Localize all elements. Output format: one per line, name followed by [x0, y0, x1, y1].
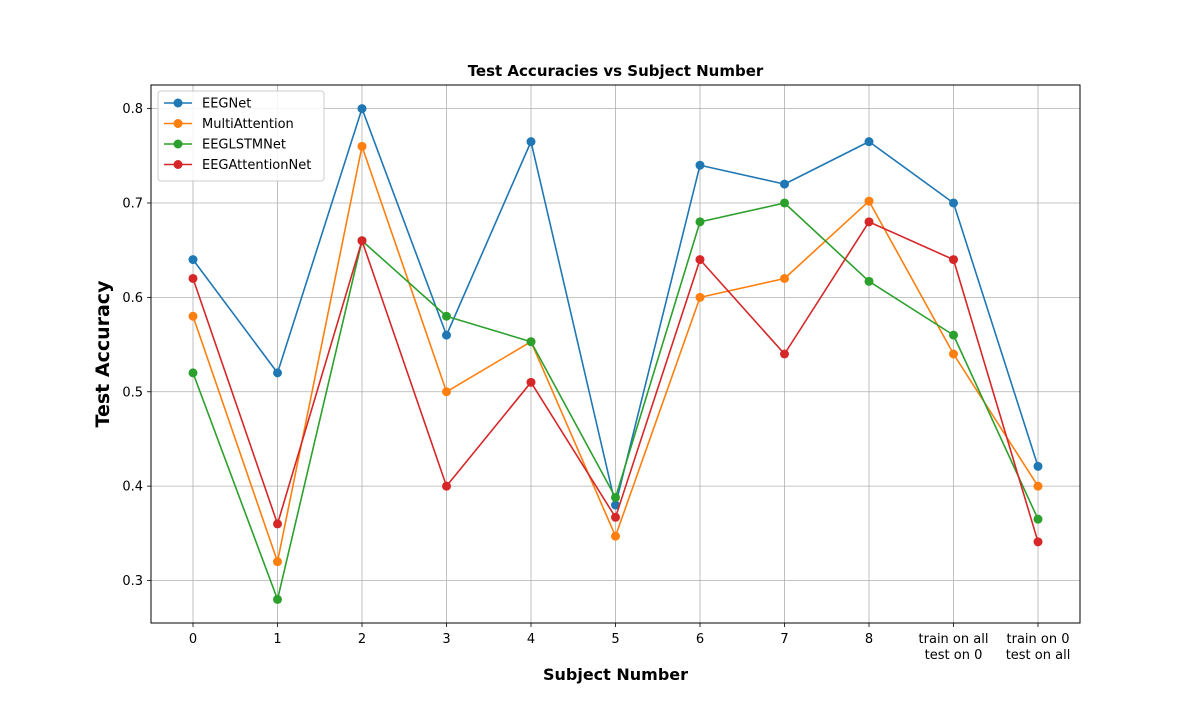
y-tick-label: 0.6 — [122, 291, 143, 306]
x-tick-label-line: 3 — [442, 632, 450, 647]
data-point-eegnet — [188, 255, 198, 265]
series-eegattentionnet — [188, 217, 1043, 547]
x-tick-label-line: 1 — [273, 632, 281, 647]
y-tick-label: 0.7 — [122, 196, 143, 211]
x-axis-label: Subject Number — [543, 665, 688, 684]
data-point-eegattentionnet — [526, 377, 536, 387]
data-point-multiattention — [864, 196, 874, 206]
data-point-multiattention — [949, 349, 958, 359]
x-tick-label: 2 — [358, 632, 366, 647]
data-point-eegnet — [273, 368, 282, 378]
data-point-eeglstmnet — [526, 337, 536, 347]
data-point-eeglstmnet — [611, 492, 620, 502]
legend-marker — [173, 119, 183, 128]
x-tick-label: 1 — [273, 632, 281, 647]
legend-item-multiattention: MultiAttention — [164, 117, 294, 132]
data-point-eegnet — [695, 160, 705, 170]
x-tick-label: train on 0 test on all — [1006, 632, 1071, 663]
legend-marker — [173, 160, 183, 169]
data-point-eegattentionnet — [442, 481, 451, 491]
legend-item-eegnet: EEGNet — [164, 97, 251, 112]
grid — [151, 85, 1080, 623]
data-point-eeglstmnet — [864, 276, 874, 286]
data-point-eegnet — [864, 137, 874, 147]
x-tick-label-line: 2 — [358, 632, 366, 647]
x-tick-label-line: 8 — [865, 632, 873, 647]
data-point-multiattention — [357, 141, 367, 151]
x-tick-label: 8 — [865, 632, 873, 647]
x-axis: 0 1 2 3 4 5 6 7 8 train on all test on 0 train on 0… — [189, 623, 1070, 663]
x-tick-label-line: 7 — [780, 632, 788, 647]
x-tick-label: 4 — [527, 632, 535, 647]
y-tick-label: 0.8 — [122, 102, 143, 117]
legend-item-eeglstmnet: EEGLSTMNet — [164, 138, 286, 153]
data-point-eegnet — [611, 500, 620, 510]
y-axis: 0.3 0.4 0.5 0.6 0.7 0.8 — [122, 102, 151, 589]
x-tick-label: 7 — [780, 632, 788, 647]
x-tick-label: 6 — [696, 632, 704, 647]
legend-marker — [173, 139, 183, 149]
x-tick-label: 0 — [189, 632, 197, 647]
data-point-eeglstmnet — [780, 198, 789, 208]
y-tick-label: 0.3 — [122, 574, 143, 589]
series-layer — [188, 104, 1043, 604]
chart-title: Test Accuracies vs Subject Number — [468, 62, 764, 80]
data-point-eegattentionnet — [780, 349, 789, 359]
x-tick-label-line: train on 0 — [1007, 632, 1070, 647]
data-point-eegnet — [526, 137, 536, 147]
data-point-eegattentionnet — [1033, 537, 1043, 547]
x-tick-label-line: train on all — [919, 632, 989, 647]
legend-box — [157, 90, 325, 182]
data-point-eeglstmnet — [273, 594, 282, 604]
x-tick-label: 3 — [442, 632, 450, 647]
data-point-multiattention — [780, 273, 789, 283]
data-point-eeglstmnet — [695, 217, 705, 227]
legend-item-eegattentionnet: EEGAttentionNet — [164, 158, 311, 173]
data-point-multiattention — [442, 387, 451, 397]
data-point-multiattention — [188, 311, 198, 321]
x-tick-label-line: 5 — [611, 632, 619, 647]
x-tick-label: 5 — [611, 632, 619, 647]
data-point-eegattentionnet — [695, 255, 705, 265]
x-tick-label: train on all test on 0 — [919, 632, 989, 663]
legend-label: MultiAttention — [202, 117, 294, 132]
x-tick-label-line: test on 0 — [925, 648, 983, 663]
data-point-eegattentionnet — [864, 217, 874, 227]
data-point-eegattentionnet — [611, 512, 620, 522]
x-tick-label-line: 0 — [189, 632, 197, 647]
data-point-eeglstmnet — [949, 330, 958, 340]
data-point-multiattention — [273, 557, 282, 567]
data-point-eegnet — [442, 330, 451, 340]
x-tick-label-line: test on all — [1006, 648, 1071, 663]
data-point-eegnet — [780, 179, 789, 189]
legend-marker — [173, 98, 183, 108]
legend-label: EEGNet — [202, 97, 251, 112]
legend-label: EEGAttentionNet — [202, 158, 311, 173]
legend-label: EEGLSTMNet — [202, 138, 286, 153]
data-point-multiattention — [611, 531, 620, 541]
y-tick-label: 0.4 — [122, 480, 143, 495]
data-point-eegattentionnet — [357, 236, 367, 246]
data-point-eegattentionnet — [273, 519, 282, 529]
data-point-eegnet — [1033, 461, 1043, 471]
series-eegnet — [188, 104, 1043, 510]
data-point-eeglstmnet — [188, 368, 198, 378]
x-tick-label-line: 6 — [696, 632, 704, 647]
data-point-eegattentionnet — [188, 273, 198, 283]
legend: EEGNet MultiAttention EEGLSTMNet EEGAttenti… — [157, 90, 325, 182]
data-point-eegnet — [949, 198, 958, 208]
x-tick-label-line: 4 — [527, 632, 535, 647]
y-axis-label: Test Accuracy — [92, 280, 114, 428]
data-point-multiattention — [695, 292, 705, 302]
data-point-eeglstmnet — [1033, 514, 1043, 524]
y-tick-label: 0.5 — [122, 385, 143, 400]
data-point-eeglstmnet — [442, 311, 451, 321]
data-point-multiattention — [1033, 481, 1043, 491]
data-point-eegattentionnet — [949, 255, 958, 265]
data-point-eegnet — [357, 104, 367, 114]
